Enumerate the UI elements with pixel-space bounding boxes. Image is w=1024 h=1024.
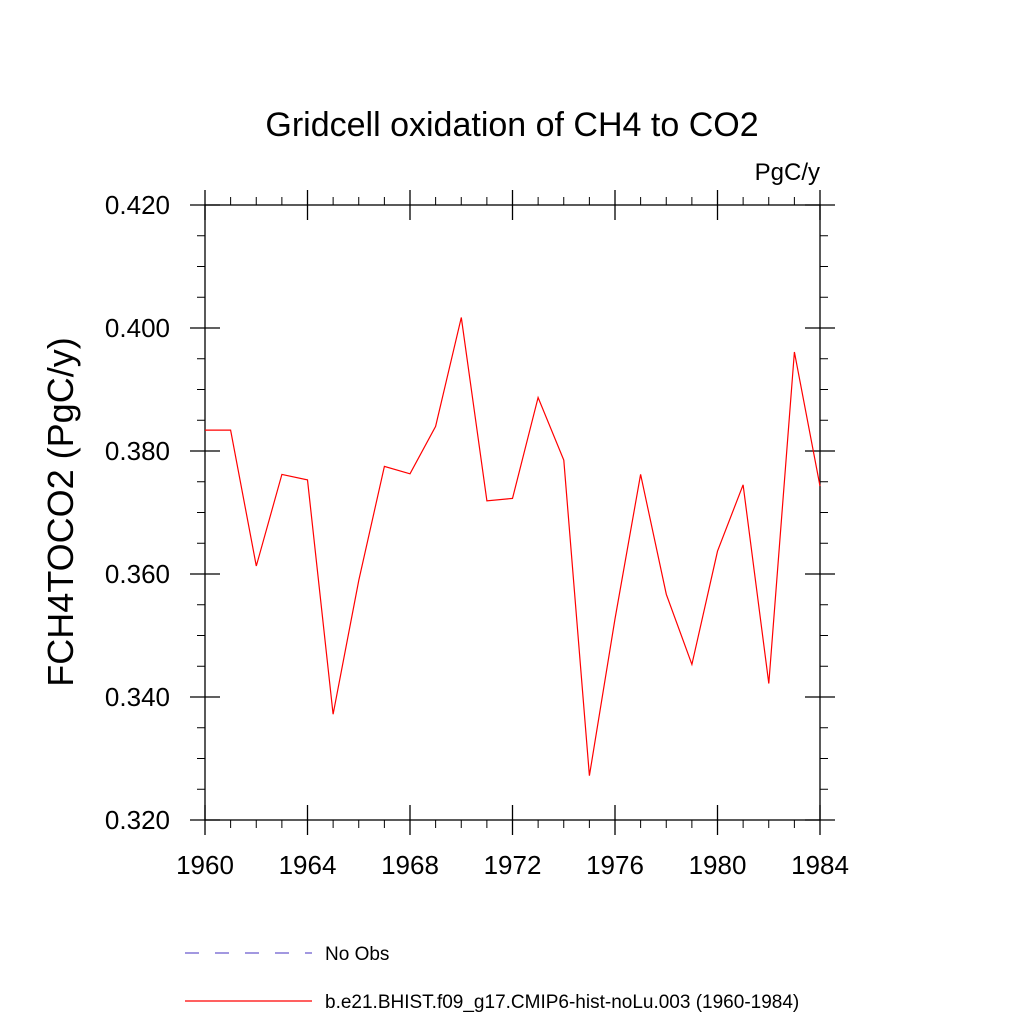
units-label: PgC/y bbox=[755, 159, 820, 186]
y-axis-label: FCH4TOCO2 (PgC/y) bbox=[40, 337, 81, 686]
legend-label: b.e21.BHIST.f09_g17.CMIP6-hist-noLu.003 … bbox=[325, 992, 799, 1013]
x-tick-label: 1980 bbox=[689, 850, 747, 880]
y-tick-label: 0.420 bbox=[105, 190, 170, 220]
chart-title: Gridcell oxidation of CH4 to CO2 bbox=[265, 106, 758, 144]
y-tick-label: 0.400 bbox=[105, 313, 170, 343]
x-tick-label: 1984 bbox=[791, 850, 849, 880]
x-tick-label: 1964 bbox=[279, 850, 337, 880]
x-tick-label: 1960 bbox=[176, 850, 234, 880]
legend-label: No Obs bbox=[325, 944, 389, 965]
y-tick-label: 0.320 bbox=[105, 805, 170, 835]
plot-frame bbox=[204, 204, 821, 821]
y-tick-label: 0.360 bbox=[105, 559, 170, 589]
x-tick-label: 1972 bbox=[484, 850, 542, 880]
x-tick-label: 1976 bbox=[586, 850, 644, 880]
series-layer bbox=[205, 317, 821, 776]
axes: 1960 1964 1968 1972 1976 1980 1984 0.320 0.340 0.… bbox=[105, 190, 849, 880]
series-line bbox=[205, 317, 821, 776]
x-tick-label: 1968 bbox=[381, 850, 439, 880]
y-tick-label: 0.340 bbox=[105, 682, 170, 712]
legend: No Obs b.e21.BHIST.f09_g17.CMIP6-hist-noL… bbox=[185, 944, 799, 1013]
y-tick-label: 0.380 bbox=[105, 436, 170, 466]
